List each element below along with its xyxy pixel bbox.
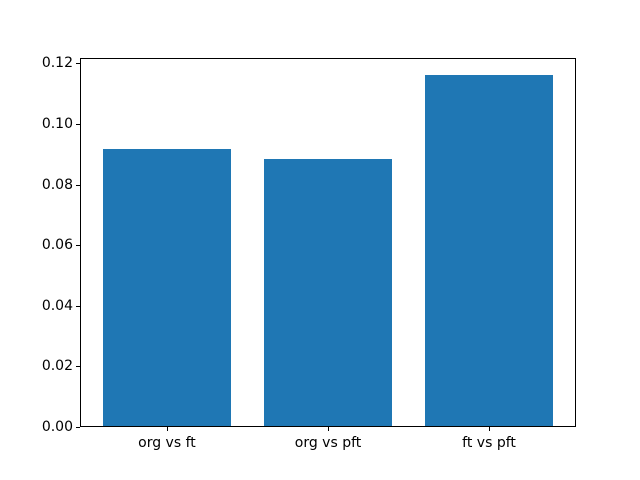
y-tick-label: 0.12 xyxy=(41,55,73,72)
y-tick-mark xyxy=(76,305,80,307)
x-tick-label: org vs pft xyxy=(294,435,362,451)
x-tick-mark xyxy=(328,427,329,431)
bar-org-vs-pft xyxy=(263,159,393,426)
x-tick-mark xyxy=(166,427,168,431)
y-tick-label: 0.10 xyxy=(41,116,73,133)
y-tick-mark xyxy=(76,427,80,428)
x-tick-mark xyxy=(489,427,491,431)
y-tick-label: 0.02 xyxy=(41,358,73,375)
y-tick-mark xyxy=(76,245,80,247)
plot-area xyxy=(80,58,576,427)
y-tick-mark xyxy=(76,124,80,126)
x-tick-label: org vs ft xyxy=(138,435,196,451)
y-tick-label: 0.04 xyxy=(41,297,73,314)
y-tick-mark xyxy=(76,184,80,186)
bar-org-vs-ft xyxy=(102,148,232,426)
y-tick-label: 0.08 xyxy=(41,176,73,193)
x-tick-label: ft vs pft xyxy=(462,435,516,451)
y-tick-mark xyxy=(76,366,80,368)
y-tick-mark xyxy=(76,63,80,65)
y-tick-label: 0.06 xyxy=(41,237,73,254)
y-tick-label: 0.00 xyxy=(41,419,73,435)
bar-ft-vs-pft xyxy=(424,74,554,426)
